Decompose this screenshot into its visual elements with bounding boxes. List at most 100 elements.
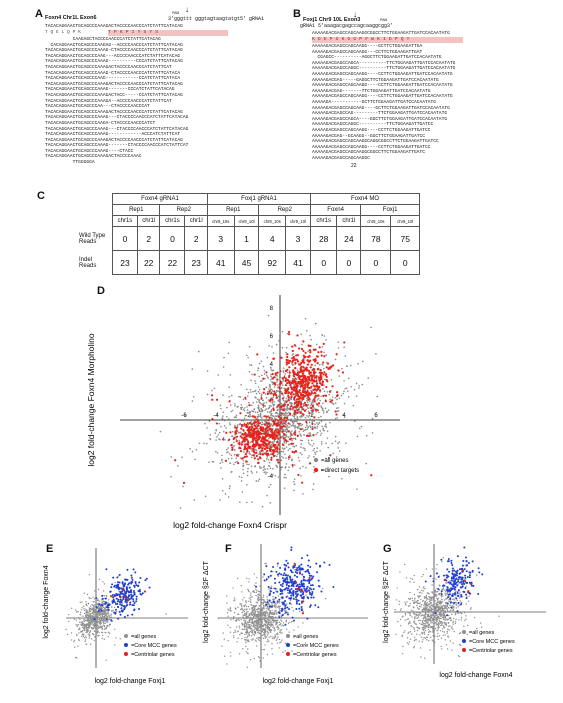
all-genes-point bbox=[95, 617, 98, 620]
all-genes-point bbox=[254, 620, 256, 623]
direct-target-point bbox=[298, 363, 301, 366]
all-genes-point bbox=[299, 452, 302, 454]
all-genes-point bbox=[80, 635, 83, 638]
core-mcc-point bbox=[285, 583, 288, 586]
all-genes-point bbox=[233, 617, 235, 619]
all-genes-point bbox=[261, 410, 263, 413]
all-genes-point bbox=[300, 475, 302, 477]
all-genes-point bbox=[310, 413, 313, 416]
core-mcc-point bbox=[133, 584, 136, 587]
all-genes-point bbox=[246, 412, 248, 414]
all-genes-point bbox=[114, 628, 116, 631]
all-genes-point bbox=[285, 463, 288, 465]
all-genes-point bbox=[259, 613, 261, 616]
all-genes-point bbox=[307, 410, 310, 413]
all-genes-point bbox=[222, 394, 224, 396]
panel-a-reference: TACACAGGAACTGCAGCCCAAAGACTACCCCAACCCATCT… bbox=[45, 24, 183, 29]
all-genes-point bbox=[279, 476, 281, 479]
direct-target-point bbox=[271, 398, 274, 401]
direct-target-point bbox=[255, 418, 258, 421]
all-genes-point bbox=[289, 599, 292, 602]
all-genes-point bbox=[99, 606, 102, 608]
core-mcc-point bbox=[278, 616, 281, 619]
all-genes-point bbox=[242, 408, 245, 411]
all-genes-point bbox=[316, 447, 319, 449]
all-genes-point bbox=[214, 450, 217, 453]
all-genes-point bbox=[237, 606, 239, 609]
direct-target-point bbox=[252, 447, 255, 450]
direct-target-point bbox=[290, 388, 294, 391]
all-genes-point bbox=[334, 417, 337, 420]
all-genes-point bbox=[300, 443, 303, 445]
all-genes-point bbox=[327, 456, 330, 459]
all-genes-point bbox=[105, 627, 107, 629]
all-genes-point bbox=[432, 577, 434, 580]
direct-target-point bbox=[241, 457, 244, 460]
all-genes-point bbox=[83, 605, 85, 608]
all-genes-point bbox=[223, 638, 225, 640]
all-genes-point bbox=[222, 415, 224, 417]
direct-target-point bbox=[246, 448, 249, 451]
core-mcc-point bbox=[308, 582, 311, 585]
all-genes-point bbox=[253, 629, 255, 632]
direct-target-point bbox=[314, 348, 317, 351]
all-genes-point bbox=[208, 420, 211, 422]
core-mcc-point bbox=[328, 563, 331, 566]
all-genes-point bbox=[250, 612, 252, 614]
direct-target-point bbox=[302, 386, 306, 390]
all-genes-point bbox=[267, 459, 270, 461]
all-genes-point bbox=[256, 576, 258, 579]
core-mcc-point bbox=[306, 596, 309, 599]
all-genes-point bbox=[298, 406, 301, 409]
all-genes-point bbox=[314, 453, 317, 455]
all-genes-point bbox=[179, 507, 182, 509]
all-genes-point bbox=[278, 451, 280, 454]
all-genes-point bbox=[272, 587, 274, 590]
all-genes-point bbox=[247, 610, 249, 613]
core-mcc-point bbox=[123, 584, 126, 587]
panel-label-c: C bbox=[37, 190, 45, 202]
all-genes-point bbox=[258, 657, 261, 659]
all-genes-point bbox=[271, 647, 273, 650]
direct-target-point bbox=[315, 382, 319, 385]
row-label: Indel bbox=[79, 256, 93, 263]
all-genes-point bbox=[275, 455, 278, 458]
sequence-read: TACACAGGAACTGCAGCCCAAAG-CTACCCCAACCCATCT… bbox=[45, 48, 183, 54]
all-genes-point bbox=[281, 384, 284, 387]
all-genes-point bbox=[336, 416, 338, 419]
all-genes-point bbox=[241, 419, 243, 422]
core-mcc-point bbox=[122, 593, 125, 596]
all-genes-point bbox=[322, 428, 324, 431]
direct-target-point bbox=[335, 413, 338, 416]
all-genes-point bbox=[288, 426, 291, 428]
all-genes-point bbox=[227, 457, 230, 460]
all-genes-point bbox=[104, 614, 107, 616]
all-genes-point bbox=[238, 475, 241, 478]
all-genes-point bbox=[251, 373, 253, 376]
direct-target-point bbox=[296, 384, 299, 387]
direct-target-point bbox=[301, 381, 304, 384]
all-genes-point bbox=[249, 410, 251, 413]
all-genes-point bbox=[267, 437, 270, 440]
direct-target-point bbox=[305, 366, 308, 369]
all-genes-point bbox=[219, 462, 222, 464]
all-genes-point bbox=[268, 611, 271, 614]
count-cell: 0 bbox=[390, 250, 420, 275]
all-genes-point bbox=[347, 419, 350, 421]
all-genes-point bbox=[241, 648, 244, 650]
direct-target-point bbox=[289, 384, 292, 387]
direct-target-point bbox=[263, 438, 266, 441]
direct-target-point bbox=[274, 383, 277, 386]
all-genes-point bbox=[302, 405, 304, 408]
direct-target-point bbox=[331, 399, 334, 402]
all-genes-point bbox=[101, 615, 104, 618]
all-genes-point bbox=[261, 615, 264, 617]
core-mcc-point bbox=[311, 584, 314, 587]
all-genes-point bbox=[277, 441, 280, 443]
all-genes-point bbox=[283, 412, 285, 415]
all-genes-point bbox=[114, 644, 116, 646]
direct-target-point bbox=[293, 385, 296, 388]
direct-target-point bbox=[292, 406, 295, 409]
direct-target-point bbox=[265, 422, 268, 425]
chrom-header: chr1l bbox=[136, 215, 161, 227]
